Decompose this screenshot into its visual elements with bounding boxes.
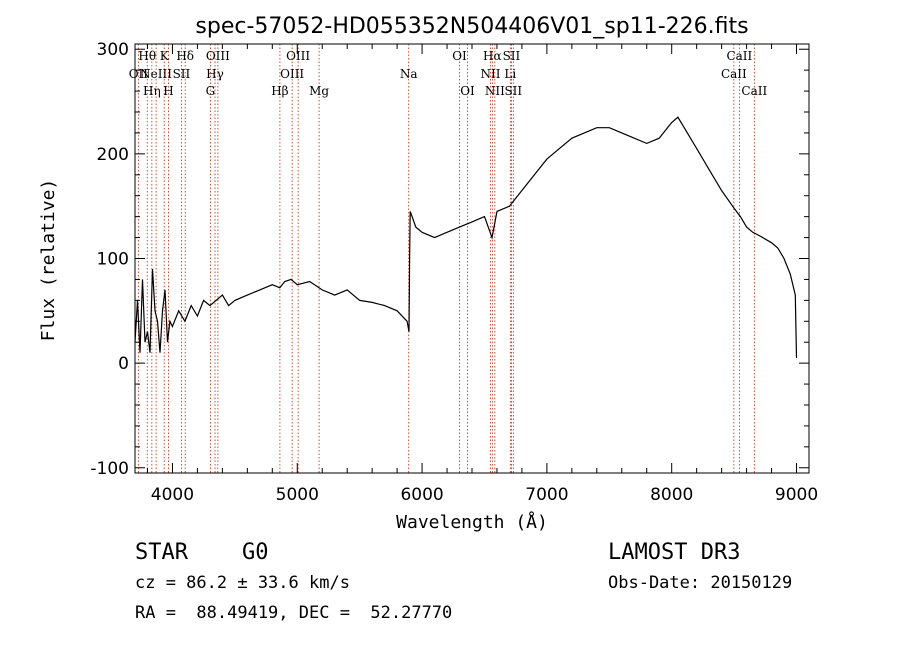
spectral-line-label: Mg — [309, 84, 329, 98]
spectral-line-label: CaII — [726, 49, 752, 63]
spectral-line-label: Hα — [483, 49, 502, 63]
spectral-line-label: Na — [400, 67, 418, 81]
chart-title: spec-57052-HD055352N504406V01_sp11-226.f… — [195, 14, 748, 39]
spectral-line-label: OII — [129, 67, 149, 81]
x-axis-label: Wavelength (Å) — [396, 511, 548, 533]
spectral-line-label: OI — [452, 49, 467, 63]
x-axis-ticks: 4000 5000 6000 7000 8000 9000 — [146, 44, 818, 505]
spectrum-series — [134, 116, 798, 358]
spectral-line-label: H — [163, 84, 173, 98]
object-class: STAR — [135, 540, 188, 565]
y-tick-label: -100 — [90, 459, 129, 479]
spectral-line-label: Li — [504, 67, 516, 81]
spectral-line-label: NII — [485, 84, 505, 98]
x-tick-label: 7000 — [525, 485, 568, 505]
spectral-line-markers — [137, 44, 755, 473]
x-tick-label: 4000 — [151, 485, 194, 505]
spectral-line-label: Hθ — [138, 49, 156, 63]
survey-label: LAMOST DR3 — [608, 540, 741, 565]
spectral-line-label: Hδ — [176, 49, 194, 63]
spectral-line-label: SII — [173, 67, 191, 81]
object-subclass: G0 — [242, 540, 269, 565]
y-tick-label: 0 — [118, 354, 129, 374]
y-axis-label: Flux (relative) — [38, 179, 59, 342]
spectral-line-labels: OIIHθHηNeIIIKHSIIHδGHγOIIIHβOIIIOIIIMgNa… — [129, 49, 768, 98]
spectral-line-label: OI — [460, 84, 475, 98]
y-axis-ticks: -100 0 100 200 300 — [90, 40, 809, 479]
spectrum-line — [134, 116, 798, 358]
spectral-line-label: OIII — [280, 67, 304, 81]
x-tick-label: 5000 — [276, 485, 319, 505]
spectral-line-label: SII — [503, 49, 521, 63]
y-tick-label: 200 — [97, 145, 129, 165]
spectral-line-label: OIII — [286, 49, 310, 63]
y-tick-label: 100 — [97, 250, 129, 270]
spectral-line-label: OIII — [206, 49, 230, 63]
spectral-line-label: Hγ — [206, 67, 224, 81]
spectral-line-label: NII — [480, 67, 500, 81]
y-tick-label: 300 — [97, 40, 129, 60]
spectral-line-label: G — [206, 84, 216, 98]
spectral-line-label: Hβ — [271, 84, 288, 98]
x-tick-label: 6000 — [400, 485, 443, 505]
spectral-line-label: Hη — [143, 84, 161, 98]
spectral-line-label: CaII — [741, 84, 767, 98]
spectral-line-label: NeIII — [140, 67, 172, 81]
x-tick-label: 8000 — [650, 485, 693, 505]
obs-date: Obs-Date: 20150129 — [608, 573, 793, 593]
spectral-line-label: CaII — [721, 67, 747, 81]
spectral-line-label: K — [160, 49, 170, 63]
plot-frame — [134, 43, 810, 474]
coordinates: RA = 88.49419, DEC = 52.27770 — [135, 603, 453, 623]
redshift-info: cz = 86.2 ± 33.6 km/s — [135, 573, 350, 593]
x-tick-label: 9000 — [775, 485, 818, 505]
spectral-line-label: SII — [504, 84, 522, 98]
